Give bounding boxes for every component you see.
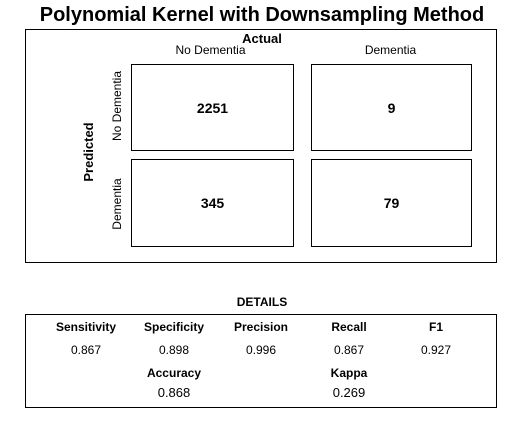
- metric-value-precision: 0.996: [245, 343, 277, 357]
- matrix-cell-fn: 345: [131, 159, 294, 247]
- matrix-cell-tp: 2251: [131, 64, 294, 151]
- confusion-matrix-frame: [25, 29, 497, 263]
- column-label-no-dementia: No Dementia: [175, 43, 246, 57]
- metric-name-f1: F1: [428, 320, 443, 334]
- metric-name-kappa: Kappa: [330, 366, 368, 380]
- metric-name-precision: Precision: [233, 320, 289, 334]
- metric-value-kappa: 0.269: [332, 385, 366, 400]
- matrix-cell-fp: 9: [311, 64, 472, 151]
- actual-axis-label: Actual: [242, 31, 282, 46]
- details-title: DETAILS: [236, 295, 288, 309]
- metric-value-specificity: 0.898: [158, 343, 190, 357]
- row-label-dementia: Dementia: [110, 178, 124, 230]
- metric-value-recall: 0.867: [333, 343, 365, 357]
- metric-value-f1: 0.927: [420, 343, 452, 357]
- metric-name-specificity: Specificity: [143, 320, 205, 334]
- predicted-axis-label: Predicted: [81, 122, 96, 182]
- metric-value-sensitivity: 0.867: [70, 343, 102, 357]
- chart-title: Polynomial Kernel with Downsampling Meth…: [39, 4, 485, 26]
- matrix-cell-tn: 79: [311, 159, 472, 247]
- metric-name-accuracy: Accuracy: [146, 366, 202, 380]
- metric-value-accuracy: 0.868: [157, 385, 191, 400]
- metric-name-recall: Recall: [331, 320, 367, 334]
- row-label-no-dementia: No Dementia: [110, 70, 124, 142]
- metric-name-sensitivity: Sensitivity: [55, 320, 117, 334]
- column-label-dementia: Dementia: [364, 43, 417, 57]
- details-frame: [25, 314, 497, 408]
